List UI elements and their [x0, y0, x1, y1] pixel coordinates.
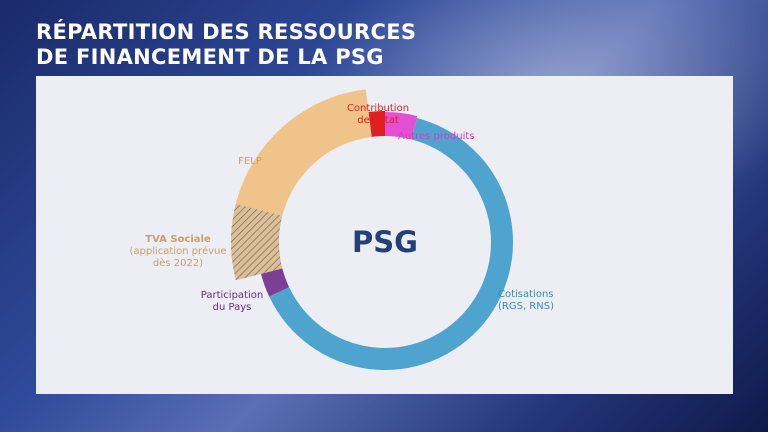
center-label: PSG: [352, 225, 418, 259]
title-line-2: DE FINANCEMENT DE LA PSG: [36, 45, 384, 69]
slice-etat: [368, 111, 385, 137]
slice-felp: [235, 89, 372, 216]
label-felp: FELP: [238, 156, 262, 167]
donut-chart: Autres produits Cotisations (RGS, RNS) Part…: [129, 89, 554, 370]
title-line-1: RÉPARTITION DES RESSOURCES: [36, 20, 417, 44]
page-title: RÉPARTITION DES RESSOURCES DE FINANCEMEN…: [36, 20, 416, 70]
chart-panel: Autres produits Cotisations (RGS, RNS) Part…: [36, 76, 733, 394]
slice-tva: [230, 203, 283, 281]
slice-participation: [261, 268, 290, 297]
label-tva: TVA Sociale (application prévue dès 2022): [129, 234, 226, 269]
label-autres: Autres produits: [398, 131, 474, 142]
slice-autres: [385, 112, 418, 140]
label-cotisations: Cotisations (RGS, RNS): [498, 289, 554, 312]
label-participation: Participation du Pays: [201, 290, 263, 313]
label-etat: Contribution de l'État: [347, 103, 409, 126]
